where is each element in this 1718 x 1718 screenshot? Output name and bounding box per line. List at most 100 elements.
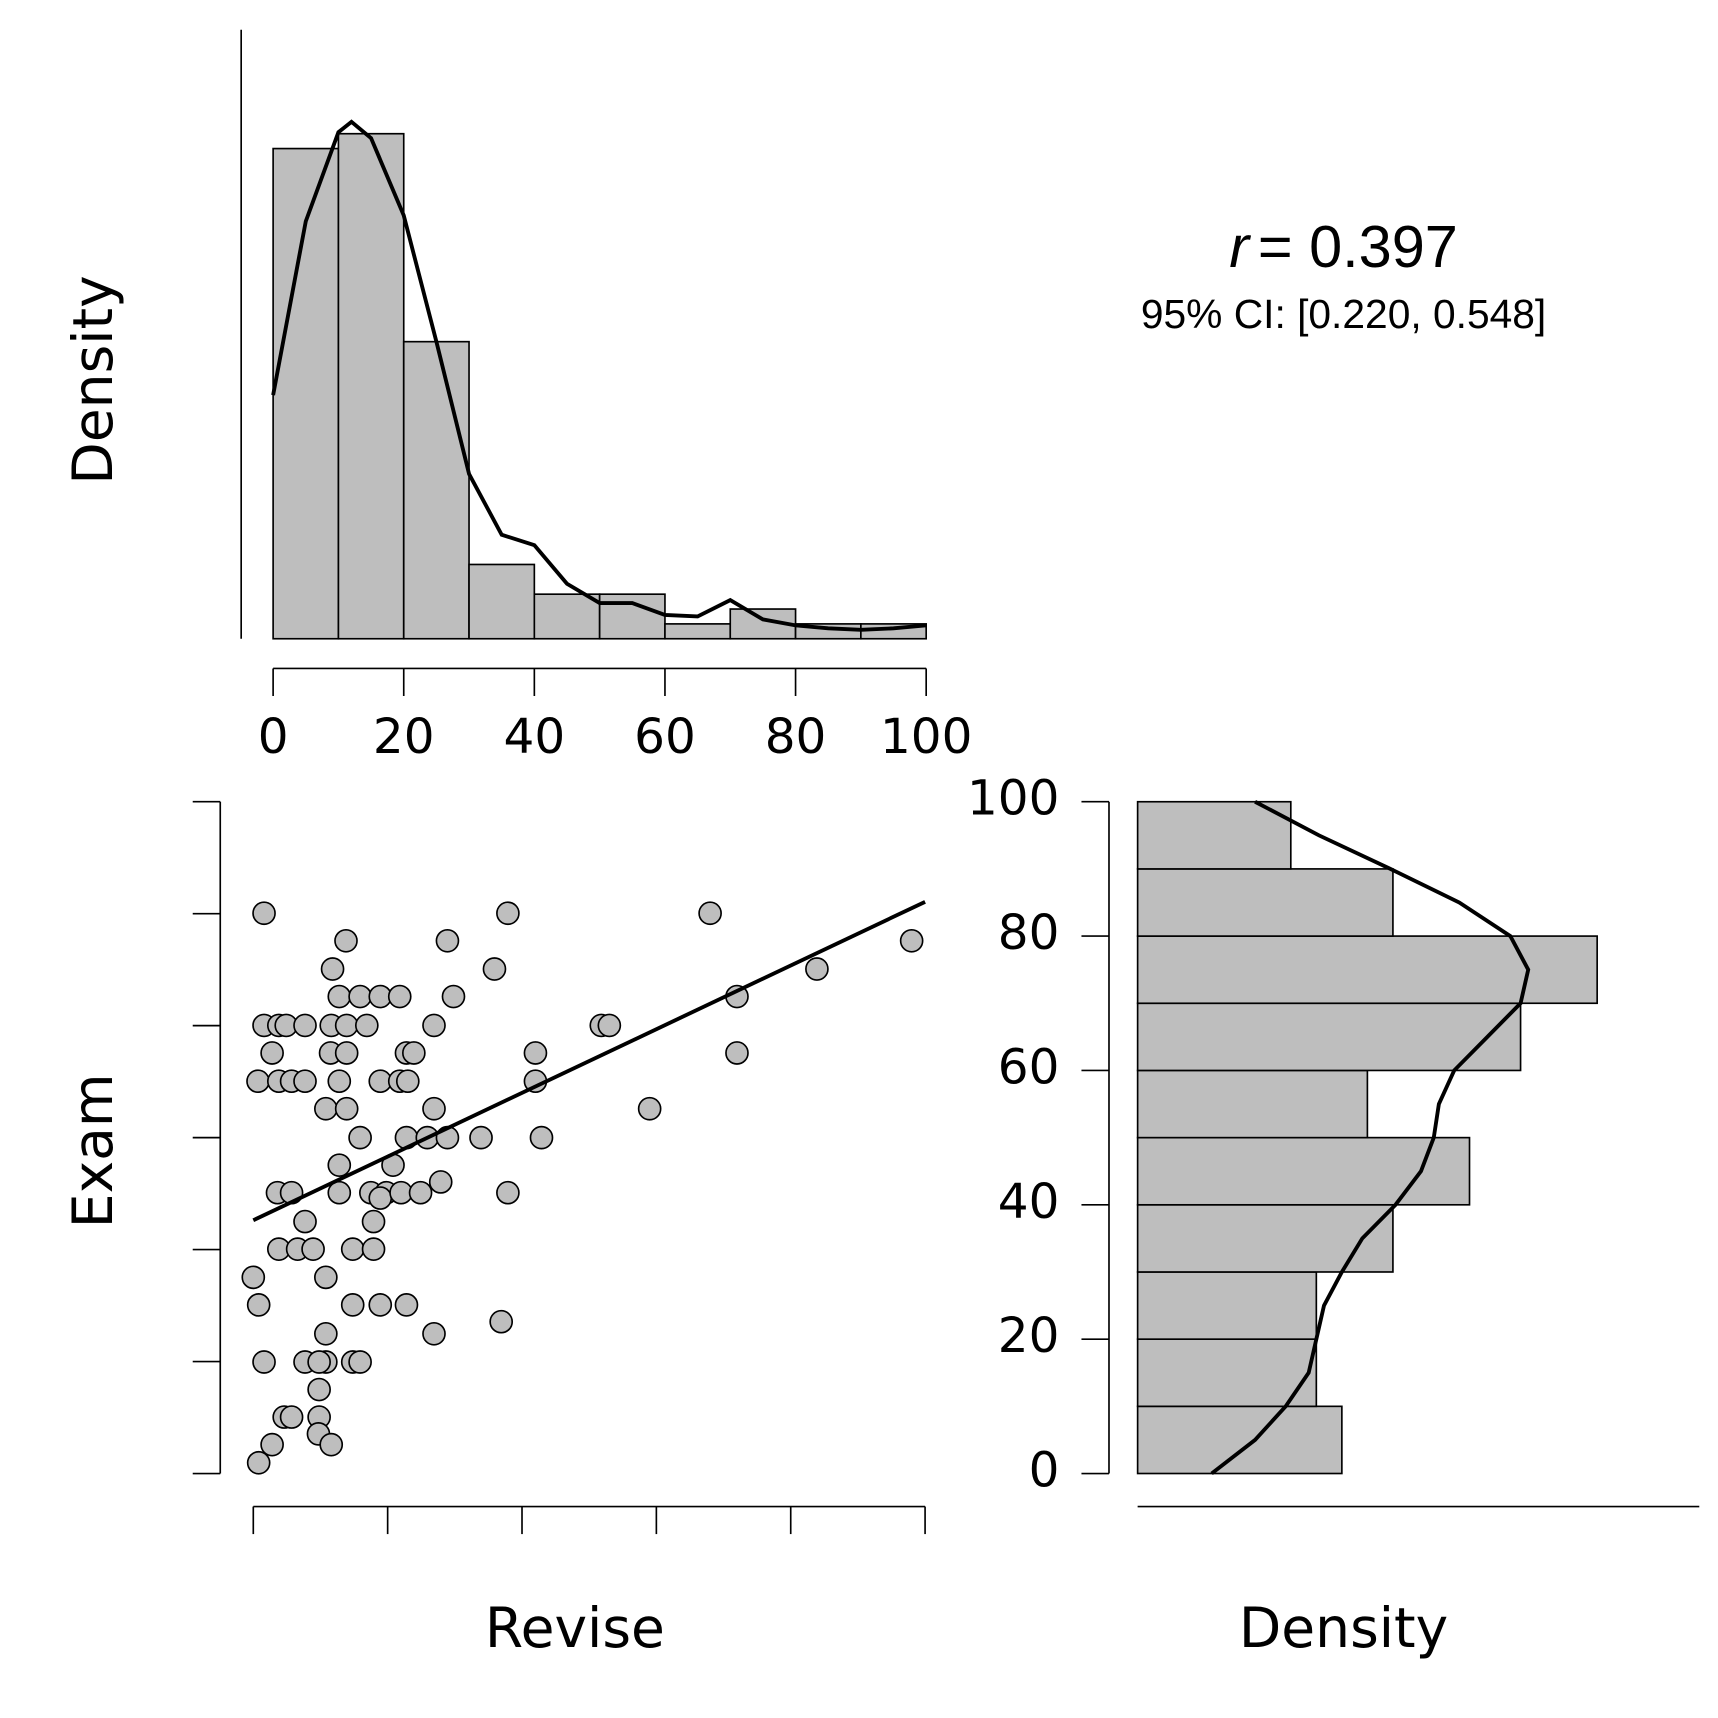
point: [246, 1450, 271, 1475]
point: [597, 1013, 622, 1038]
point: [301, 1237, 325, 1261]
point: [307, 1350, 331, 1374]
point: [354, 1013, 379, 1038]
point: [428, 1170, 453, 1194]
correlation: r = 0.397: [1229, 213, 1458, 280]
bar: [1136, 1002, 1522, 1072]
point: [260, 1432, 284, 1457]
bar: [1136, 1203, 1394, 1273]
point: [361, 1237, 386, 1261]
correlation-symbol: r: [1229, 213, 1251, 280]
point: [725, 1041, 749, 1065]
point: [252, 1350, 276, 1374]
point: [252, 901, 276, 926]
point: [348, 1125, 372, 1150]
point: [395, 1069, 420, 1094]
x-tick-label: 100: [880, 709, 972, 765]
point: [523, 1041, 548, 1065]
point: [496, 1180, 520, 1205]
x-tick-label: 60: [634, 709, 696, 765]
correlation-value: = 0.397: [1258, 213, 1458, 280]
y-tick-label: 40: [998, 1174, 1060, 1230]
point: [394, 1293, 419, 1317]
bar: [468, 563, 536, 640]
point: [293, 1013, 317, 1038]
point: [241, 1265, 266, 1290]
point: [340, 1293, 365, 1317]
x-tick-label: 80: [765, 709, 827, 765]
point: [314, 1096, 338, 1121]
point: [334, 1013, 359, 1038]
point: [435, 928, 460, 953]
y-tick-label: 0: [1029, 1443, 1060, 1499]
x-axis-title: Density: [1239, 1596, 1448, 1660]
point: [899, 928, 924, 953]
point: [307, 1377, 331, 1402]
y-axis-title: Exam: [61, 1073, 125, 1228]
point: [334, 1041, 359, 1065]
point: [340, 1237, 365, 1261]
y-tick-label: 20: [998, 1308, 1060, 1364]
bar: [1136, 1338, 1318, 1408]
x-tick-label: 20: [373, 709, 435, 765]
point: [529, 1125, 554, 1150]
point: [334, 928, 358, 953]
point: [469, 1125, 493, 1150]
point: [327, 984, 352, 1009]
confidence-interval: 95% CI: [0.220, 0.548]: [1141, 291, 1546, 337]
y-axis-title: Density: [61, 275, 125, 484]
bar: [1136, 1271, 1318, 1340]
point: [805, 957, 829, 981]
point: [368, 1186, 393, 1210]
point: [698, 901, 722, 926]
point: [314, 1321, 338, 1346]
point: [293, 1069, 317, 1094]
x-axis-title: Revise: [485, 1596, 665, 1660]
point: [348, 984, 372, 1009]
y-tick-label: 60: [998, 1039, 1060, 1095]
point: [314, 1265, 338, 1290]
point: [327, 1069, 352, 1094]
bar: [337, 132, 405, 640]
point: [637, 1096, 662, 1121]
bar: [1136, 1069, 1369, 1139]
bar: [402, 340, 470, 640]
point: [260, 1041, 284, 1065]
bar: [664, 623, 732, 640]
point: [489, 1309, 514, 1334]
point: [408, 1180, 433, 1205]
bar: [598, 593, 666, 640]
x-tick-label: 0: [258, 709, 289, 765]
x-tick-label: 40: [504, 709, 566, 765]
point: [246, 1293, 271, 1317]
y-tick-label: 80: [998, 905, 1060, 961]
point: [368, 1293, 393, 1317]
point: [422, 1096, 446, 1121]
point: [293, 1209, 317, 1234]
bar: [1136, 1405, 1343, 1475]
point: [387, 984, 412, 1009]
point: [334, 1096, 359, 1121]
point: [320, 957, 345, 981]
y-tick-label: 100: [967, 771, 1059, 827]
point: [441, 984, 466, 1009]
point: [319, 1432, 344, 1457]
point: [246, 1069, 270, 1094]
point: [348, 1350, 372, 1374]
bar: [533, 593, 601, 640]
regression-line: [252, 900, 926, 1222]
point: [496, 901, 520, 926]
bar: [1136, 868, 1394, 937]
bar: [1136, 935, 1598, 1005]
point: [422, 1321, 446, 1346]
point: [422, 1013, 446, 1038]
density-curve: [1210, 800, 1531, 1476]
bar: [1136, 1136, 1471, 1206]
point: [361, 1209, 386, 1234]
point: [279, 1405, 304, 1429]
point: [402, 1041, 426, 1065]
point: [327, 1153, 352, 1178]
point: [482, 957, 507, 981]
